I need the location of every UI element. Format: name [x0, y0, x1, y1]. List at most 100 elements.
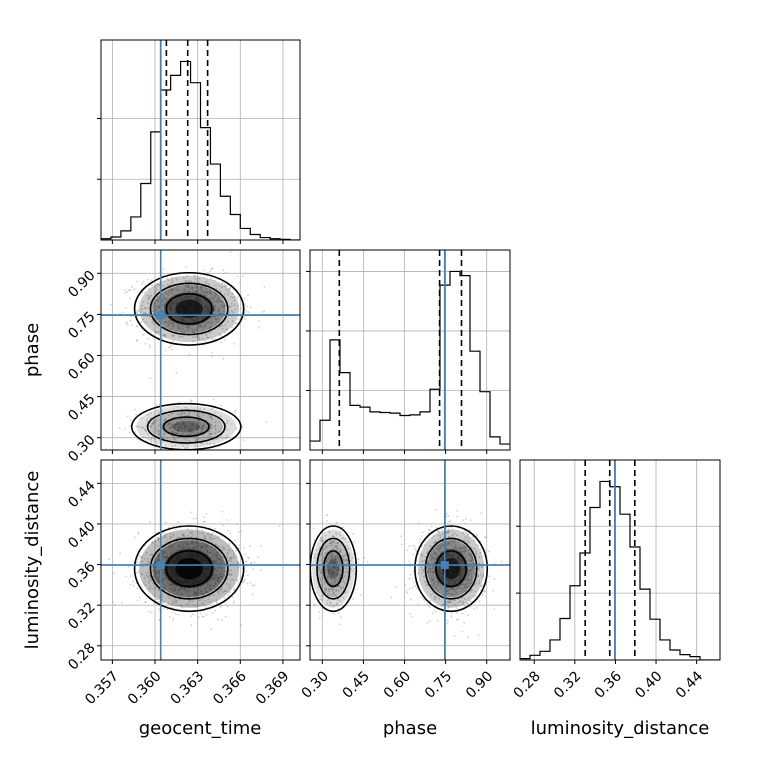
- sample-point: [199, 300, 201, 303]
- sample-point: [330, 561, 333, 564]
- sample-point: [337, 542, 340, 545]
- sample-point: [240, 307, 243, 310]
- sample-point: [435, 540, 438, 543]
- sample-point: [458, 557, 461, 560]
- sample-point: [326, 593, 329, 596]
- sample-point: [145, 574, 148, 577]
- sample-point: [153, 569, 156, 572]
- sample-point: [216, 559, 219, 562]
- sample-point: [469, 569, 472, 572]
- sample-point: [441, 594, 443, 597]
- sample-point: [210, 537, 213, 540]
- sample-point: [248, 557, 251, 560]
- sample-point: [463, 566, 466, 569]
- sample-point: [333, 581, 336, 583]
- sample-point: [133, 288, 136, 291]
- sample-point: [196, 413, 199, 416]
- sample-point: [423, 544, 426, 546]
- sample-point: [342, 597, 345, 599]
- sample-point: [345, 554, 348, 557]
- sample-point: [447, 531, 450, 534]
- sample-point: [148, 295, 151, 298]
- sample-point: [457, 540, 460, 543]
- sample-point: [151, 322, 154, 324]
- sample-point: [148, 574, 151, 577]
- sample-point: [448, 592, 451, 595]
- sample-point: [465, 560, 468, 563]
- sample-point: [463, 590, 466, 592]
- sample-point: [166, 608, 169, 611]
- sample-point: [176, 324, 179, 327]
- sample-point: [448, 601, 450, 603]
- sample-point: [170, 306, 173, 308]
- sample-point: [454, 543, 457, 546]
- sample-point: [195, 542, 198, 545]
- sample-point: [165, 556, 168, 559]
- sample-point: [217, 576, 220, 578]
- sample-point: [222, 357, 225, 360]
- sample-point: [335, 533, 338, 536]
- sample-point: [152, 569, 155, 572]
- sample-point: [213, 309, 216, 312]
- sample-point: [419, 579, 421, 582]
- sample-point: [162, 433, 165, 436]
- panel-hist-phase: [306, 249, 511, 454]
- sample-point: [200, 330, 203, 333]
- sample-point: [210, 533, 213, 536]
- sample-point: [188, 427, 191, 430]
- sample-point: [209, 291, 212, 294]
- sample-point: [239, 577, 242, 580]
- sample-point: [193, 587, 195, 590]
- sample-point: [467, 574, 469, 577]
- sample-point: [232, 554, 235, 557]
- sample-point: [148, 587, 151, 590]
- sample-point: [205, 334, 208, 337]
- sample-point: [456, 554, 459, 556]
- sample-point: [198, 277, 201, 280]
- sample-point: [171, 413, 174, 415]
- sample-point: [161, 551, 164, 553]
- sample-point: [224, 339, 226, 341]
- sample-point: [179, 548, 182, 550]
- sample-point: [464, 605, 466, 607]
- sample-point: [485, 536, 487, 539]
- sample-point: [208, 283, 211, 286]
- sample-point: [470, 575, 473, 577]
- sample-point: [333, 593, 336, 596]
- sample-point: [174, 312, 177, 314]
- sample-point: [186, 592, 189, 594]
- sample-point: [323, 548, 325, 551]
- sample-point: [158, 320, 161, 323]
- sample-point: [197, 588, 200, 591]
- xtick-label: 0.36: [592, 668, 625, 701]
- sample-point: [178, 296, 181, 299]
- xtick-label: 0.32: [551, 668, 584, 701]
- sample-point: [347, 572, 349, 574]
- sample-point: [132, 584, 135, 587]
- sample-point: [184, 425, 187, 428]
- sample-point: [213, 568, 216, 571]
- sample-point: [139, 556, 142, 559]
- sample-point: [437, 579, 439, 582]
- sample-point: [185, 588, 188, 591]
- sample-point: [195, 336, 198, 338]
- sample-point: [445, 555, 448, 557]
- sample-point: [180, 414, 182, 416]
- sample-point: [202, 434, 205, 436]
- sample-point: [477, 634, 480, 637]
- sample-point: [187, 289, 190, 292]
- sample-point: [431, 555, 434, 557]
- sample-point: [446, 543, 449, 546]
- sample-point: [177, 521, 180, 524]
- sample-point: [172, 585, 175, 588]
- ytick-label: 0.30: [65, 432, 98, 465]
- sample-point: [480, 585, 483, 587]
- sample-point: [480, 512, 483, 515]
- sample-point: [222, 548, 225, 550]
- sample-point: [202, 426, 204, 428]
- sample-point: [152, 306, 154, 309]
- sample-point: [328, 531, 331, 534]
- sample-point: [194, 297, 197, 300]
- sample-point: [320, 598, 323, 601]
- sample-point: [212, 532, 214, 535]
